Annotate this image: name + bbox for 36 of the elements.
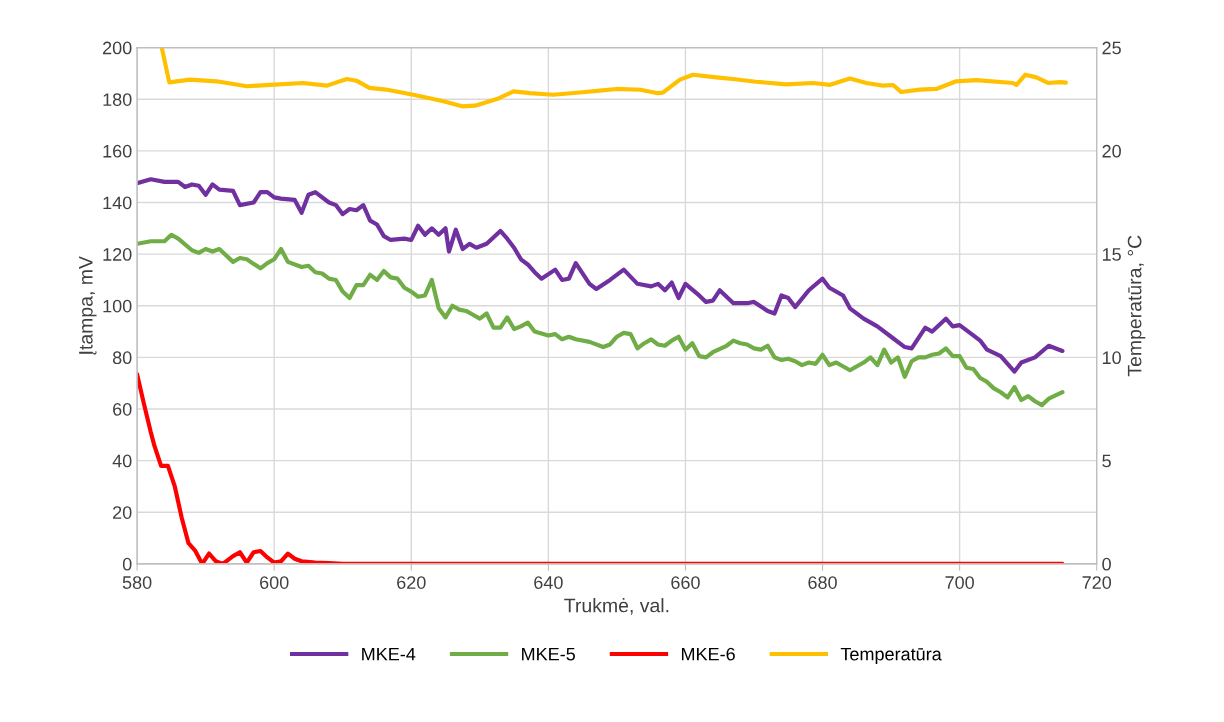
y2-tick-label: 5 bbox=[1102, 454, 1111, 468]
y-tick-label: 0 bbox=[122, 557, 132, 571]
legend-label: MKE-5 bbox=[522, 647, 575, 661]
y-axis-title: Įtampa, mV bbox=[79, 256, 97, 355]
x-axis-title: Trukmė, val. bbox=[564, 598, 669, 615]
y-tick-label: 200 bbox=[103, 41, 132, 55]
line-series bbox=[137, 372, 1065, 564]
line-series bbox=[159, 47, 1068, 109]
legend-label: Temperatūra bbox=[840, 647, 942, 665]
x-tick-label: 700 bbox=[945, 576, 974, 589]
y-tick-label: 120 bbox=[103, 248, 132, 261]
y-tick-label: 100 bbox=[103, 299, 132, 313]
legend-label: MKE-6 bbox=[681, 647, 735, 661]
y2-tick-label: 20 bbox=[1102, 144, 1121, 158]
y2-tick-label: 25 bbox=[1102, 41, 1121, 55]
x-tick-label: 620 bbox=[397, 576, 426, 589]
legend-label: MKE-4 bbox=[362, 647, 416, 661]
y-tick-label: 60 bbox=[113, 402, 132, 416]
y2-tick-label: 0 bbox=[1102, 557, 1111, 571]
y2-axis-title: Temperatūra, °C bbox=[1127, 235, 1146, 377]
y-tick-label: 20 bbox=[113, 506, 132, 519]
x-tick-label: 660 bbox=[671, 576, 700, 589]
y-tick-label: 160 bbox=[103, 144, 132, 158]
y-tick-label: 80 bbox=[112, 351, 132, 365]
x-tick-label: 600 bbox=[260, 576, 289, 589]
x-tick-label: 640 bbox=[534, 576, 563, 589]
x-tick-label: 580 bbox=[122, 576, 152, 589]
line-series bbox=[137, 232, 1065, 408]
y-tick-label: 40 bbox=[112, 454, 132, 468]
line-series bbox=[137, 177, 1065, 374]
y2-tick-label: 15 bbox=[1102, 248, 1121, 261]
x-tick-label: 720 bbox=[1082, 576, 1112, 589]
y-tick-label: 180 bbox=[103, 93, 132, 106]
y-tick-label: 140 bbox=[103, 196, 132, 210]
x-tick-label: 680 bbox=[808, 576, 837, 589]
y2-tick-label: 10 bbox=[1102, 351, 1121, 365]
